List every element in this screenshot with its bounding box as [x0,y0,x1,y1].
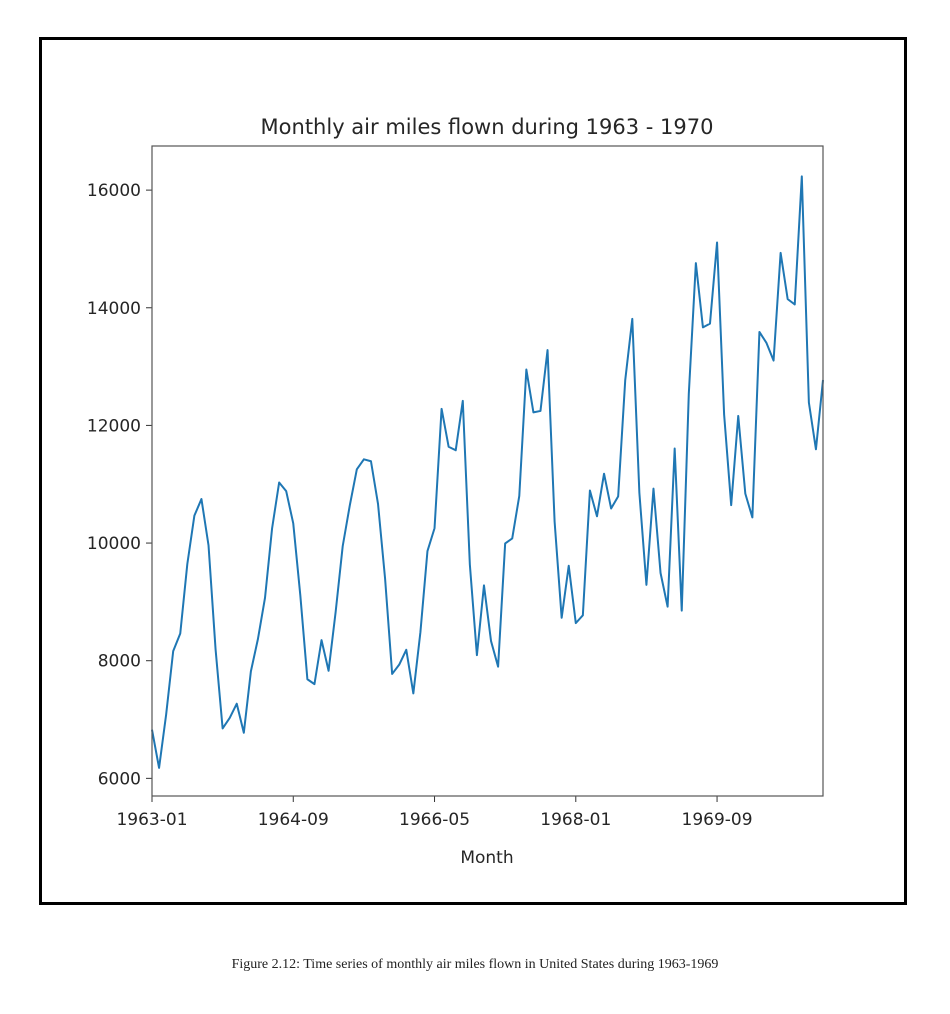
x-tick-label: 1964-09 [258,810,329,830]
plot-area-border [151,145,824,797]
y-tick-label: 10000 [87,534,141,554]
figure-caption: Figure 2.12: Time series of monthly air … [231,957,719,972]
y-tick-label: 14000 [87,299,141,319]
x-tick-label: 1966-05 [399,810,470,830]
figure-frame: Monthly air miles flown during 1963 - 19… [39,37,907,905]
x-tick-label: 1968-01 [540,810,611,830]
y-tick-label: 6000 [98,769,141,789]
y-tick-label: 12000 [87,416,141,436]
x-axis-label: Month [460,848,513,868]
line-chart: Monthly air miles flown during 1963 - 19… [87,115,824,868]
y-axis: 6000 8000 10000 12000 14000 16000 [87,181,152,789]
x-tick-label: 1969-09 [682,810,753,830]
chart-title: Monthly air miles flown during 1963 - 19… [261,115,714,139]
y-tick-label: 16000 [87,181,141,201]
x-tick-label: 1963-01 [116,810,187,830]
series-line [151,175,824,769]
x-axis: 1963-01 1964-09 1966-05 1968-01 1969-09 [116,796,753,830]
y-tick-label: 8000 [98,652,141,672]
